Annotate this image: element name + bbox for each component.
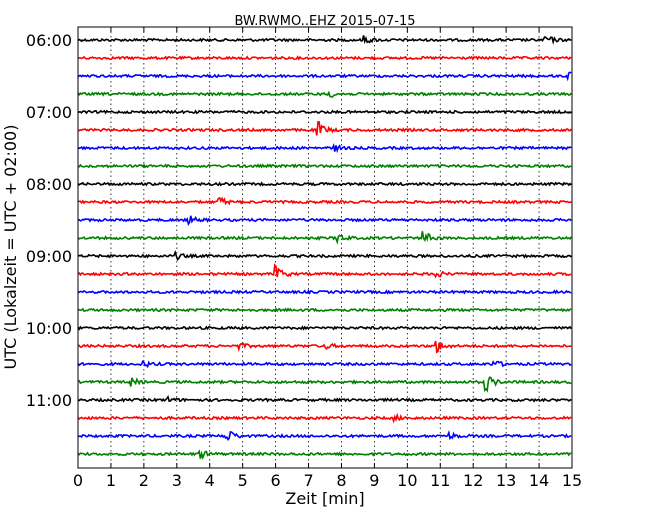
vertical-grid bbox=[110, 27, 540, 468]
trace-1100 bbox=[77, 394, 572, 403]
trace-0730 bbox=[77, 143, 572, 154]
trace-group bbox=[77, 35, 572, 461]
y-tick-label: 08:00 bbox=[26, 175, 72, 194]
x-tick-label: 10 bbox=[397, 471, 417, 490]
x-tick-label: 8 bbox=[336, 471, 346, 490]
trace-0800 bbox=[77, 181, 572, 187]
y-tick-label: 10:00 bbox=[26, 319, 72, 338]
trace-0915 bbox=[77, 263, 572, 279]
trace-0700 bbox=[77, 109, 572, 115]
y-axis-ticks: 06:00 07:00 08:00 09:00 10:00 11:00 bbox=[26, 31, 572, 410]
y-tick-label: 11:00 bbox=[26, 391, 72, 410]
trace-0830 bbox=[77, 215, 572, 227]
y-axis-label: UTC (Lokalzeit = UTC + 02:00) bbox=[1, 125, 20, 370]
trace-0715 bbox=[77, 121, 572, 136]
trace-0815 bbox=[77, 196, 572, 206]
x-tick-label: 12 bbox=[463, 471, 483, 490]
chart-title: BW.RWMO..EHZ 2015-07-15 bbox=[234, 14, 415, 29]
y-tick-label: 06:00 bbox=[26, 31, 72, 50]
trace-0900 bbox=[77, 249, 572, 261]
trace-0630 bbox=[77, 71, 572, 82]
x-tick-label: 7 bbox=[303, 471, 313, 490]
trace-0600 bbox=[77, 35, 572, 46]
trace-1115 bbox=[77, 412, 572, 424]
trace-0645 bbox=[77, 90, 572, 98]
trace-1015 bbox=[77, 340, 572, 354]
x-axis-label: Zeit [min] bbox=[285, 489, 364, 508]
trace-1145 bbox=[77, 449, 572, 461]
x-tick-label: 3 bbox=[172, 471, 182, 490]
x-tick-label: 14 bbox=[529, 471, 549, 490]
trace-1000 bbox=[77, 325, 572, 331]
trace-0615 bbox=[77, 55, 572, 61]
trace-0930 bbox=[77, 289, 572, 295]
x-tick-label: 5 bbox=[238, 471, 248, 490]
x-tick-label: 2 bbox=[139, 471, 149, 490]
x-tick-label: 9 bbox=[369, 471, 379, 490]
x-tick-label: 13 bbox=[496, 471, 516, 490]
x-tick-label: 0 bbox=[73, 471, 83, 490]
trace-0845 bbox=[77, 231, 572, 245]
x-tick-label: 6 bbox=[271, 471, 281, 490]
trace-0945 bbox=[77, 307, 572, 313]
trace-1030 bbox=[77, 359, 572, 369]
trace-0745 bbox=[77, 163, 572, 169]
x-axis-ticks: 0 1 2 3 4 5 6 7 8 9 10 11 12 13 14 15 bbox=[73, 27, 582, 490]
trace-1045 bbox=[77, 376, 572, 393]
y-tick-label: 09:00 bbox=[26, 247, 72, 266]
x-tick-label: 1 bbox=[106, 471, 116, 490]
plot-frame bbox=[77, 26, 573, 469]
x-tick-label: 15 bbox=[562, 471, 582, 490]
y-tick-label: 07:00 bbox=[26, 103, 72, 122]
trace-1130 bbox=[77, 430, 572, 441]
x-tick-label: 11 bbox=[430, 471, 450, 490]
x-tick-label: 4 bbox=[205, 471, 215, 490]
